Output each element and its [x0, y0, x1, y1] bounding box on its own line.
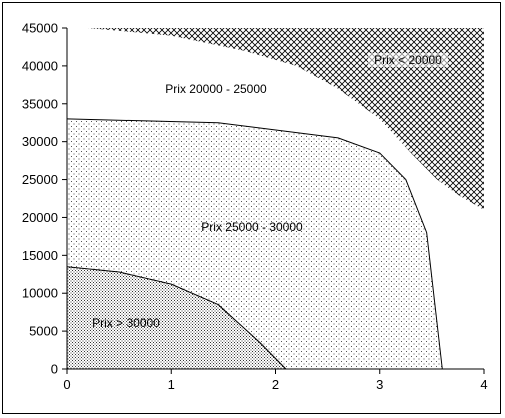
y-tick-label: 15000: [22, 248, 58, 263]
x-tick-label: 1: [168, 377, 175, 392]
x-tick-label: 2: [272, 377, 279, 392]
y-tick-label: 35000: [22, 96, 58, 111]
regions-layer: [66, 28, 484, 370]
region-dense-dots: [67, 266, 286, 369]
x-tick-label: 4: [480, 377, 487, 392]
y-tick-label: 10000: [22, 286, 58, 301]
region-crosshatch: [87, 28, 484, 210]
labels-layer: Prix < 20000 Prix 20000 - 25000 Prix 25000…: [92, 53, 448, 330]
boundary-line-dense: [66, 266, 287, 370]
y-tick-label: 45000: [22, 21, 58, 36]
region-label: Prix 25000 - 30000: [201, 220, 303, 234]
region-label: Prix < 20000: [374, 53, 442, 67]
axes-layer: 0 5000 10000 15000 20000 25000 30000 35000 40000…: [22, 21, 488, 393]
y-tick-label: 5000: [29, 324, 58, 339]
y-tick-label: 20000: [22, 210, 58, 225]
boundary-line-sparse: [66, 118, 443, 370]
y-tick-label: 40000: [22, 58, 58, 73]
y-tick-label: 25000: [22, 172, 58, 187]
y-tick-label: 0: [51, 362, 58, 377]
x-tick-label: 0: [63, 377, 70, 392]
region-label: Prix > 30000: [92, 316, 160, 330]
region-label: Prix 20000 - 25000: [165, 82, 267, 96]
region-label-backing: [368, 53, 448, 67]
x-tick-label: 3: [376, 377, 383, 392]
y-tick-label: 30000: [22, 134, 58, 149]
